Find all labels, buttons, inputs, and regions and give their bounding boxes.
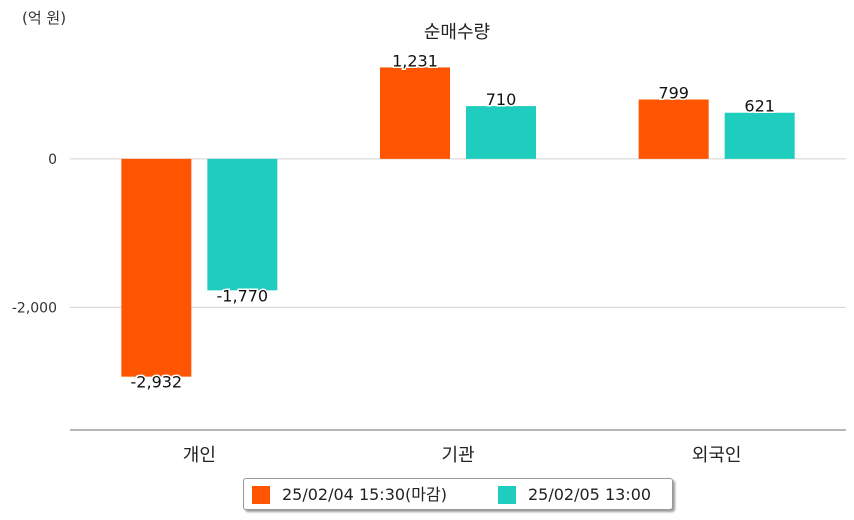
bars [121,67,795,377]
x-tick-label: 개인 [183,445,216,466]
bar [724,112,795,159]
legend-swatch [252,486,270,504]
y-tick-label: 0 [48,152,57,168]
data-label: 799 [658,84,689,103]
chart-title: 순매수량 [423,22,491,43]
legend-swatch [498,486,516,504]
bar [121,158,192,377]
bar [380,67,450,159]
data-label: 710 [486,90,517,109]
data-label: 1,231 [392,51,438,70]
legend: 25/02/04 15:30(마감) 25/02/05 13:00 [243,478,673,510]
x-tick-label: 외국인 [692,445,742,466]
data-labels: -2,932 -1,770 1,231 710 799 621 [129,50,776,393]
bar [466,106,536,159]
data-label: 621 [744,97,775,116]
bar [638,99,709,159]
bar [207,158,278,291]
data-label: -1,770 [217,286,269,305]
axes: 0 -2,000 개인 기관 외국인 [12,152,846,466]
data-label: -2,932 [131,373,183,392]
x-tick-label: 기관 [441,445,474,466]
gridlines [70,158,846,308]
legend-label: 25/02/04 15:30(마감) [282,485,447,504]
y-tick-label: -2,000 [12,300,57,316]
unit-label: (억 원) [22,9,67,27]
bar-chart: -2,932 -1,770 1,231 710 799 621 0 -2,000 개인 기관 외국… [12,50,846,466]
legend-label: 25/02/05 13:00 [528,485,652,504]
